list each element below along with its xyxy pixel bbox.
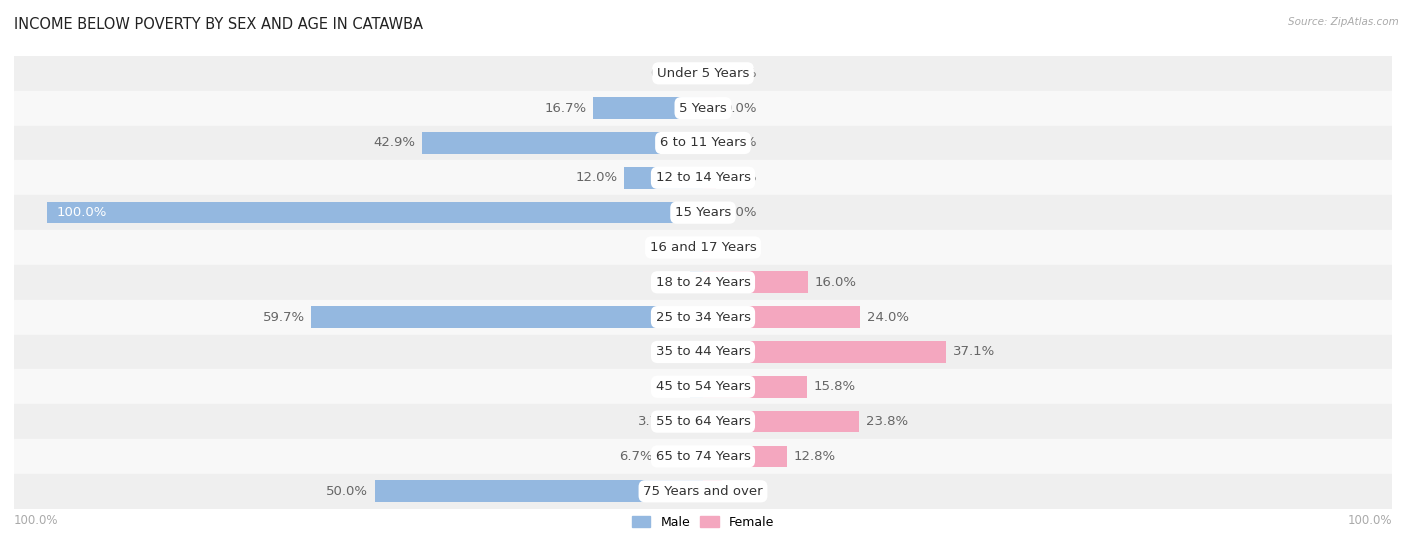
Text: 0.0%: 0.0% [723,67,756,80]
Text: 50.0%: 50.0% [326,485,368,498]
Text: 59.7%: 59.7% [263,311,305,324]
Bar [14,334,1392,369]
Text: 35 to 44 Years: 35 to 44 Years [655,345,751,358]
Bar [703,411,859,433]
Bar [690,63,703,84]
Bar [593,97,703,119]
Bar [703,97,716,119]
Text: 0.0%: 0.0% [650,241,683,254]
Bar [422,132,703,154]
Bar [703,236,716,258]
Bar [14,474,1392,509]
Text: 45 to 54 Years: 45 to 54 Years [655,380,751,394]
Bar [659,446,703,467]
Text: 12.0%: 12.0% [575,171,617,184]
Bar [703,341,946,363]
Text: INCOME BELOW POVERTY BY SEX AND AGE IN CATAWBA: INCOME BELOW POVERTY BY SEX AND AGE IN C… [14,17,423,31]
Bar [14,91,1392,126]
Bar [14,265,1392,300]
Bar [311,306,703,328]
Text: Under 5 Years: Under 5 Years [657,67,749,80]
Bar [14,404,1392,439]
Text: 0.0%: 0.0% [650,276,683,289]
Bar [690,272,703,293]
Text: 5 Years: 5 Years [679,102,727,115]
Text: 6 to 11 Years: 6 to 11 Years [659,136,747,149]
Text: 18 to 24 Years: 18 to 24 Years [655,276,751,289]
Text: 0.0%: 0.0% [723,206,756,219]
Text: 12.8%: 12.8% [793,450,835,463]
Bar [14,160,1392,195]
Text: 15 Years: 15 Years [675,206,731,219]
Text: 0.0%: 0.0% [723,102,756,115]
Text: Source: ZipAtlas.com: Source: ZipAtlas.com [1288,17,1399,27]
Text: 15.8%: 15.8% [813,380,855,394]
Text: 75 Years and over: 75 Years and over [643,485,763,498]
Text: 55 to 64 Years: 55 to 64 Years [655,415,751,428]
Bar [14,230,1392,265]
Text: 25 to 34 Years: 25 to 34 Years [655,311,751,324]
Text: 0.0%: 0.0% [723,171,756,184]
Bar [679,411,703,433]
Text: 0.0%: 0.0% [650,67,683,80]
Text: 16.0%: 16.0% [814,276,856,289]
Bar [703,376,807,397]
Text: 0.0%: 0.0% [650,345,683,358]
Text: 0.0%: 0.0% [723,136,756,149]
Text: 65 to 74 Years: 65 to 74 Years [655,450,751,463]
Bar [703,132,716,154]
Text: 100.0%: 100.0% [14,514,59,527]
Legend: Male, Female: Male, Female [627,511,779,534]
Text: 0.0%: 0.0% [650,380,683,394]
Bar [703,481,723,502]
Bar [690,376,703,397]
Bar [14,300,1392,334]
Bar [14,56,1392,91]
Bar [14,439,1392,474]
Text: 100.0%: 100.0% [1347,514,1392,527]
Text: 12 to 14 Years: 12 to 14 Years [655,171,751,184]
Text: 37.1%: 37.1% [953,345,995,358]
Text: 23.8%: 23.8% [866,415,908,428]
Bar [703,167,716,188]
Bar [690,341,703,363]
Text: 6.7%: 6.7% [619,450,652,463]
Text: 2.9%: 2.9% [728,485,762,498]
Bar [624,167,703,188]
Bar [46,202,703,224]
Bar [703,272,808,293]
Text: 0.0%: 0.0% [723,241,756,254]
Text: 16.7%: 16.7% [544,102,586,115]
Text: 100.0%: 100.0% [56,206,107,219]
Bar [690,236,703,258]
Text: 3.7%: 3.7% [638,415,672,428]
Bar [703,63,716,84]
Bar [375,481,703,502]
Text: 24.0%: 24.0% [868,311,910,324]
Text: 42.9%: 42.9% [373,136,415,149]
Text: 16 and 17 Years: 16 and 17 Years [650,241,756,254]
Bar [703,202,716,224]
Bar [703,306,860,328]
Bar [703,446,787,467]
Bar [14,369,1392,404]
Bar [14,195,1392,230]
Bar [14,126,1392,160]
